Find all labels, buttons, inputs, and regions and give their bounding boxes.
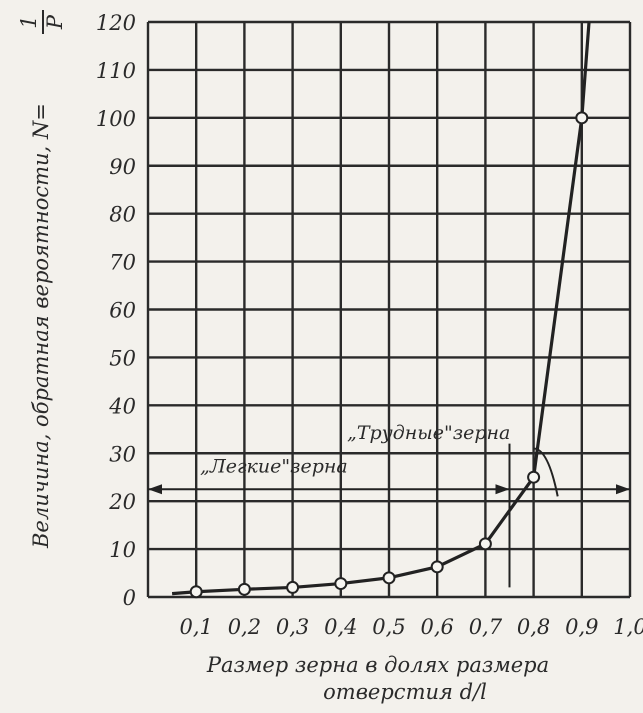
y-tick-label: 110: [96, 59, 136, 83]
y-tick-label: 20: [108, 490, 136, 514]
y-axis-ticks: 0 10 20 30 40 50 60 70 80 90 100 110 120: [96, 11, 136, 610]
annotations: „Легкие"зерна „Трудные"зерна: [148, 422, 630, 588]
x-axis-label-line1: Размер зерна в долях размера: [206, 653, 549, 677]
y-axis-label-text: Величина, обратная вероятности, N=: [29, 103, 53, 549]
x-tick-label: 0,3: [276, 615, 309, 639]
x-tick-label: 0,6: [420, 615, 453, 639]
x-axis-ticks: 0,1 0,2 0,3 0,4 0,5 0,6 0,7 0,8 0,9 1,0: [179, 615, 643, 639]
y-tick-label: 70: [109, 251, 136, 275]
data-point: [189, 585, 203, 599]
y-tick-label: 0: [123, 586, 136, 610]
light-grains-arrowhead-right: [495, 484, 510, 495]
grid: [146, 20, 632, 599]
data-point: [527, 470, 541, 484]
y-tick-label: 30: [109, 442, 136, 466]
light-grains-label: „Легкие"зерна: [200, 455, 348, 477]
y-tick-label: 60: [109, 299, 136, 323]
y-tick-label: 40: [108, 394, 136, 418]
data-point: [237, 582, 251, 596]
hard-grains-leader: [533, 447, 559, 497]
light-grains-arrowhead-left: [148, 484, 162, 495]
x-tick-label: 0,4: [324, 615, 357, 639]
series-line: [171, 21, 591, 596]
y-axis-formula: 1 P: [17, 10, 67, 34]
data-point: [575, 111, 589, 125]
x-tick-label: 0,8: [517, 615, 550, 639]
y-tick-label: 50: [109, 346, 136, 370]
x-axis-label-line2: отверстия d/l: [323, 680, 487, 704]
x-tick-label: 0,9: [565, 615, 598, 639]
y-axis-formula-denominator: P: [43, 14, 67, 30]
x-tick-label: 0,7: [469, 615, 503, 639]
y-axis-label: Величина, обратная вероятности, N=: [29, 103, 53, 549]
data-point: [430, 560, 444, 574]
hard-grains-arrowhead-right: [616, 484, 630, 495]
x-tick-label: 0,1: [179, 615, 212, 639]
data-point: [382, 571, 396, 585]
y-tick-label: 80: [109, 203, 136, 227]
x-tick-label: 0,2: [228, 615, 261, 639]
data-point: [334, 577, 348, 591]
data-points: [189, 111, 589, 599]
y-tick-label: 100: [96, 107, 136, 131]
y-tick-label: 120: [96, 11, 136, 35]
y-axis-formula-numerator: 1: [17, 15, 41, 28]
x-tick-label: 1,0: [613, 615, 643, 639]
y-tick-label: 10: [109, 538, 136, 562]
data-point: [286, 580, 300, 594]
y-tick-label: 90: [109, 155, 136, 179]
hard-grains-label: „Трудные"зерна: [347, 422, 510, 444]
data-point: [478, 537, 492, 551]
x-tick-label: 0,5: [372, 615, 405, 639]
